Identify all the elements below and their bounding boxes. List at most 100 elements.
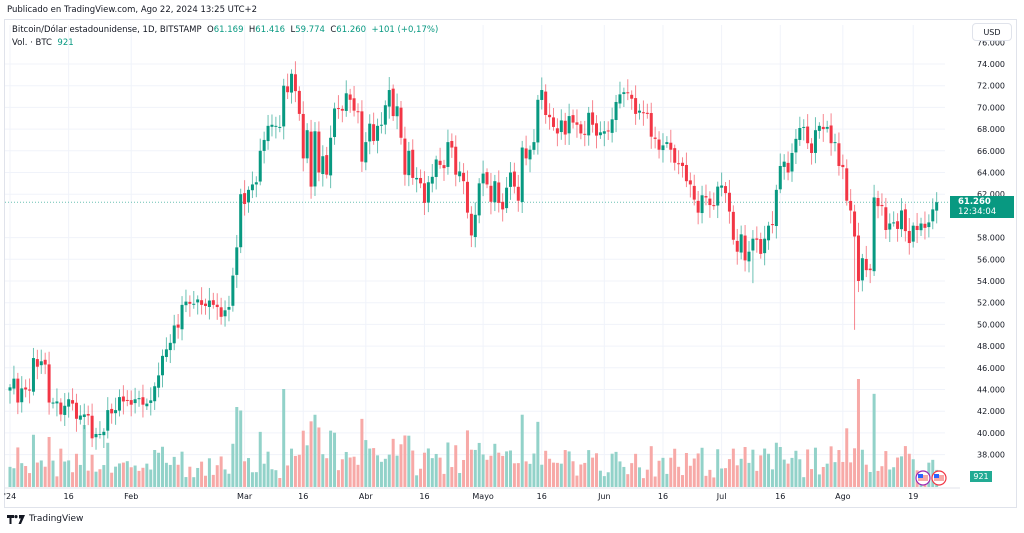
- candle-body: [430, 176, 434, 184]
- candle-body: [767, 225, 771, 241]
- candle-body: [24, 387, 28, 390]
- volume-bar: [641, 478, 645, 487]
- x-tick-label: Jul: [716, 492, 727, 501]
- volume-bar: [434, 453, 438, 487]
- volume-bar: [688, 465, 692, 487]
- candle-body: [700, 195, 704, 214]
- x-tick-label: 19: [908, 492, 918, 501]
- candle-body: [442, 165, 446, 169]
- candle-body: [548, 114, 552, 118]
- candle-body: [864, 258, 868, 271]
- candle-body: [336, 108, 340, 110]
- candle-body: [856, 235, 860, 281]
- candle-body: [387, 90, 391, 107]
- tradingview-brand[interactable]: TradingView: [7, 514, 83, 524]
- volume-bar: [31, 434, 35, 487]
- currency-button[interactable]: USD: [972, 23, 1012, 41]
- volume-bar: [446, 442, 450, 487]
- volume-bar: [239, 410, 243, 487]
- volume-bar: [98, 469, 102, 487]
- candle-body: [102, 431, 106, 436]
- volume-bar: [266, 451, 270, 487]
- candle-body: [458, 171, 462, 177]
- candle-body: [911, 225, 915, 242]
- volume-bar: [524, 461, 528, 487]
- candle-body: [55, 401, 59, 404]
- volume-bar: [329, 430, 333, 487]
- candle-body: [211, 300, 215, 305]
- candle-body: [59, 402, 63, 415]
- candle-body: [215, 304, 219, 308]
- candle-body: [673, 148, 677, 163]
- volume-bar: [454, 445, 458, 487]
- candle-body: [770, 224, 774, 226]
- volume-bar: [415, 475, 419, 487]
- volume-bar: [82, 425, 86, 487]
- candle-body: [465, 181, 469, 213]
- candle-body: [188, 301, 192, 304]
- volume-bar: [696, 453, 700, 487]
- candle-body: [145, 403, 149, 407]
- volume-bar: [598, 470, 602, 487]
- candle-body: [782, 161, 786, 167]
- candle-body: [274, 125, 278, 127]
- candle-body: [579, 124, 583, 134]
- volume-bar: [489, 455, 493, 487]
- volume-bar: [817, 474, 821, 487]
- candle-body: [368, 123, 372, 142]
- volume-bar: [157, 452, 161, 487]
- candle-body: [810, 143, 814, 153]
- candle-body: [121, 396, 125, 402]
- us-event-flag-icon: [915, 470, 931, 486]
- candle-body: [716, 186, 720, 206]
- candle-body: [626, 92, 630, 94]
- candle-body: [403, 138, 407, 175]
- candle-body: [915, 225, 919, 231]
- volume-bar: [90, 454, 94, 487]
- volume-bar: [426, 448, 430, 487]
- volume-bar: [129, 467, 133, 487]
- high-label: H: [248, 25, 256, 35]
- candle-body: [532, 142, 536, 150]
- volume-bar: [325, 458, 329, 487]
- candle-body: [923, 223, 927, 228]
- candle-body: [149, 400, 153, 403]
- volume-bar: [141, 467, 145, 487]
- symbol-title[interactable]: Bitcoin/Dólar estadounidense, 1D, BITSTA…: [12, 25, 202, 35]
- volume-bar: [903, 446, 907, 487]
- y-tick-label-partial: 76.000: [977, 38, 1005, 47]
- candle-body: [485, 172, 489, 185]
- volume-bar: [403, 435, 407, 487]
- volume-bar: [896, 457, 900, 487]
- candle-body: [551, 117, 555, 127]
- volume-bar: [700, 447, 704, 487]
- volume-bar: [583, 462, 587, 487]
- volume-bar: [376, 455, 380, 487]
- volume-bar: [794, 450, 798, 487]
- volume-bar: [813, 447, 817, 487]
- candle-body: [262, 139, 266, 151]
- volume-value: 921: [57, 38, 74, 48]
- candle-body: [841, 164, 845, 168]
- volume-bar: [860, 449, 864, 487]
- candle-body: [28, 389, 32, 391]
- candle-body: [501, 201, 505, 210]
- last-price-value: 61.260: [958, 197, 991, 207]
- candle-body: [524, 148, 528, 159]
- open-value: 61.169: [213, 25, 244, 35]
- volume-bar: [282, 389, 286, 487]
- x-tick-label: 16: [419, 492, 429, 501]
- candle-body: [325, 155, 329, 175]
- candle-body: [763, 238, 767, 254]
- volume-bar: [207, 458, 211, 487]
- volume-bar: [516, 463, 520, 487]
- candle-body: [114, 410, 118, 414]
- volume-bar: [364, 440, 368, 487]
- volume-bar: [176, 464, 180, 487]
- volume-bar: [868, 471, 872, 487]
- volume-label[interactable]: Vol. · BTC: [12, 38, 52, 48]
- candle-body: [196, 299, 200, 303]
- candle-body: [598, 132, 602, 136]
- candle-body: [16, 378, 20, 403]
